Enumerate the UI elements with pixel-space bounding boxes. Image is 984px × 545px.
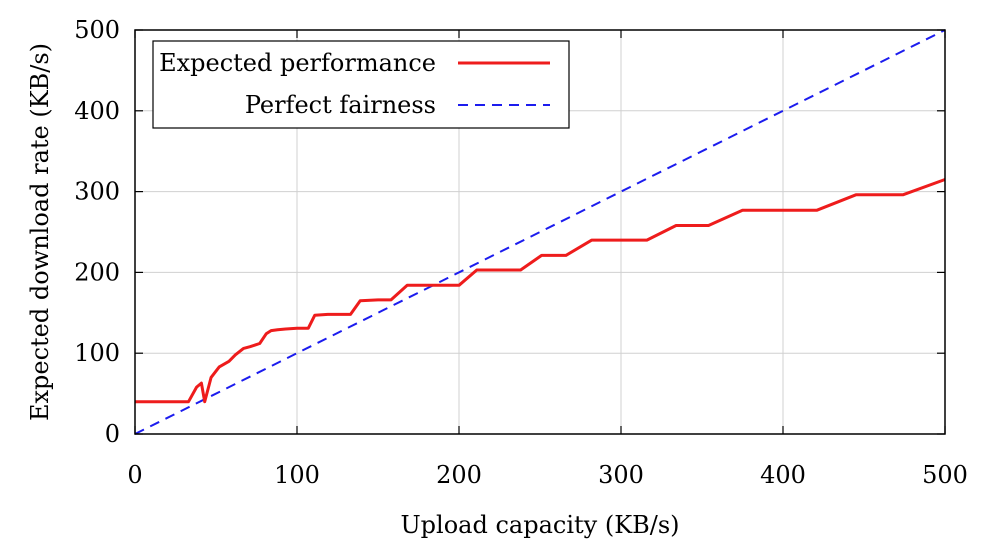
axis-ticks: 0 100 200 300 400 500 0 100 200 300 400 500 xyxy=(74,16,968,489)
x-tick-label: 300 xyxy=(598,461,644,489)
x-axis-title: Upload capacity (KB/s) xyxy=(400,511,679,539)
legend-label-perfect-fairness: Perfect fairness xyxy=(245,91,436,119)
x-tick-label: 400 xyxy=(760,461,806,489)
x-tick-label: 100 xyxy=(274,461,320,489)
series-line-expected-performance xyxy=(135,178,946,404)
series-line-perfect-fairness xyxy=(134,29,946,435)
legend-label-expected-performance: Expected performance xyxy=(159,49,436,77)
y-tick-label: 100 xyxy=(74,339,120,367)
series-layer xyxy=(134,29,946,435)
y-tick-label: 0 xyxy=(105,420,120,448)
y-axis-title: Expected download rate (KB/s) xyxy=(26,43,54,421)
y-tick-label: 200 xyxy=(74,258,120,286)
legend-box xyxy=(152,40,570,129)
x-tick-label: 0 xyxy=(127,461,142,489)
plot-frame xyxy=(134,29,946,435)
y-tick-label: 400 xyxy=(74,97,120,125)
legend: Expected performance Perfect fairness xyxy=(152,40,570,129)
y-tick-label: 300 xyxy=(74,178,120,206)
y-tick-label: 500 xyxy=(74,16,120,44)
x-tick-label: 500 xyxy=(922,461,968,489)
x-tick-label: 200 xyxy=(436,461,482,489)
